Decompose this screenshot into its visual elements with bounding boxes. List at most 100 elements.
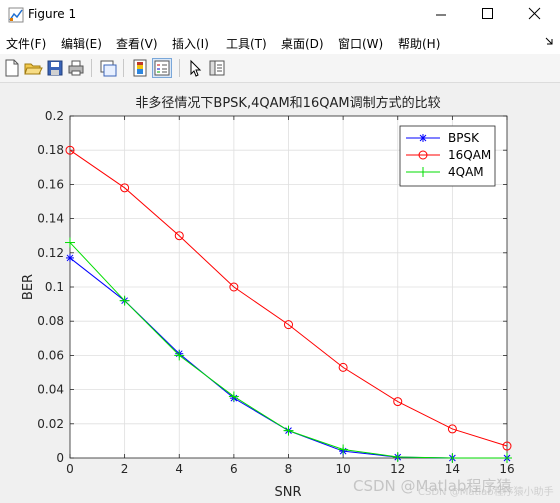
series-4qam	[65, 237, 512, 463]
watermark-shadow: CSDN @Matlab程序猿小助手	[418, 485, 554, 498]
matlab-figure-icon	[8, 7, 24, 23]
legend[interactable]: BPSK 16QAM 4QAM	[399, 125, 496, 187]
x-tick-label: 16	[499, 462, 514, 476]
legend-label-16qam: 16QAM	[448, 148, 491, 162]
colorbar-button[interactable]	[130, 58, 150, 78]
legend-marker-4qam	[418, 167, 428, 177]
y-tick-label: 0.02	[37, 417, 64, 431]
close-button[interactable]	[512, 0, 558, 30]
data-point-4qam	[338, 444, 349, 455]
pointer-icon	[190, 59, 202, 77]
x-tick-label: 6	[230, 462, 238, 476]
save-icon	[47, 60, 63, 76]
x-tick-label: 14	[445, 462, 460, 476]
legend-marker-16qam	[418, 150, 428, 160]
new-figure-icon	[5, 59, 19, 77]
window-title: Figure 1	[28, 7, 77, 21]
property-editor-button[interactable]	[207, 58, 227, 78]
y-tick-label: 0	[56, 451, 64, 465]
x-tick-label: 4	[175, 462, 183, 476]
x-tick-label: 0	[66, 462, 74, 476]
minimize-button[interactable]	[418, 0, 464, 30]
legend-button[interactable]	[152, 58, 172, 78]
legend-item-16qam: 16QAM	[406, 148, 491, 162]
legend-label-bpsk: BPSK	[448, 131, 480, 145]
toolbar-separator	[123, 59, 124, 77]
axis-ticks: 0 2 4 6 8 10 12 14 16 0 0.02 0.04 0.06 0.08 0.1 0.12 0.1…	[37, 109, 514, 476]
property-editor-icon	[209, 60, 225, 76]
data-point-4qam	[392, 451, 403, 462]
data-point-16qam	[174, 231, 184, 241]
link-plot-icon	[100, 60, 117, 77]
menu-view[interactable]: 查看(V)	[116, 37, 158, 51]
colorbar-icon	[133, 59, 147, 77]
legend-item-bpsk: BPSK	[406, 131, 480, 145]
data-point-4qam	[174, 350, 185, 361]
close-icon	[528, 7, 541, 20]
figure-canvas: 非多径情况下BPSK,4QAM和16QAM调制方式的比较 0 2 4 6 8 10 12 14…	[0, 83, 560, 503]
y-tick-label: 0.06	[37, 348, 64, 362]
print-button[interactable]	[66, 58, 86, 78]
legend-box	[399, 125, 496, 187]
open-file-button[interactable]	[23, 58, 43, 78]
y-tick-label: 0.1	[45, 280, 64, 294]
data-point-bpsk	[66, 253, 74, 262]
watermark: CSDN @Matlab程序猿	[353, 477, 511, 495]
legend-icon	[154, 60, 170, 76]
legend-item-4qam: 4QAM	[406, 165, 484, 179]
y-tick-label: 0.2	[45, 109, 64, 123]
legend-marker-bpsk	[419, 134, 427, 142]
data-point-16qam	[284, 320, 293, 330]
data-point-16qam	[502, 441, 512, 451]
menu-window[interactable]: 窗口(W)	[338, 37, 384, 51]
x-tick-label: 8	[285, 462, 293, 476]
y-tick-label: 0.14	[37, 212, 64, 226]
series-16qam	[65, 145, 512, 451]
y-tick-label: 0.18	[37, 143, 64, 157]
menu-bar: 文件(F) 编辑(E) 查看(V) 插入(I) 工具(T) 桌面(D) 窗口(W…	[0, 30, 560, 54]
toolbar-separator	[179, 59, 180, 77]
data-point-4qam	[65, 237, 75, 248]
data-point-4qam	[228, 391, 239, 402]
link-plot-button[interactable]	[98, 58, 118, 78]
data-point-16qam	[393, 397, 403, 407]
menu-help[interactable]: 帮助(H)	[398, 37, 441, 51]
pointer-button[interactable]	[185, 58, 205, 78]
maximize-icon	[482, 8, 493, 19]
data-point-16qam	[447, 424, 457, 434]
data-point-4qam	[502, 453, 512, 463]
y-tick-label: 0.08	[37, 314, 64, 328]
open-file-icon	[24, 63, 43, 75]
save-button[interactable]	[45, 58, 65, 78]
chart[interactable]: 非多径情况下BPSK,4QAM和16QAM调制方式的比较 0 2 4 6 8 10 12 14…	[0, 83, 560, 503]
y-axis-label: BER	[21, 274, 36, 300]
data-point-16qam	[65, 145, 75, 155]
y-tick-label: 0.04	[37, 383, 64, 397]
x-axis-label: SNR	[274, 485, 301, 500]
new-figure-button[interactable]	[2, 58, 22, 78]
data-point-4qam	[447, 453, 458, 463]
data-point-4qam	[119, 295, 130, 306]
minimize-icon	[436, 14, 446, 16]
menu-tools[interactable]: 工具(T)	[226, 37, 267, 51]
y-tick-label: 0.12	[37, 246, 64, 260]
data-point-16qam	[120, 183, 130, 193]
chart-title: 非多径情况下BPSK,4QAM和16QAM调制方式的比较	[135, 95, 440, 111]
data-point-4qam	[283, 425, 294, 436]
maximize-button[interactable]	[464, 0, 510, 30]
x-tick-label: 10	[335, 462, 350, 476]
menu-desktop[interactable]: 桌面(D)	[281, 37, 324, 51]
x-tick-label: 2	[121, 462, 129, 476]
y-tick-label: 0.16	[37, 177, 64, 191]
legend-label-4qam: 4QAM	[448, 165, 484, 179]
menu-edit[interactable]: 编辑(E)	[61, 37, 102, 51]
series-line-16qam	[69, 149, 508, 447]
window-titlebar: Figure 1	[0, 0, 560, 30]
menu-insert[interactable]: 插入(I)	[172, 37, 209, 51]
figure-toolbar	[0, 54, 560, 83]
dock-arrow-icon[interactable]	[544, 36, 554, 46]
data-point-16qam	[229, 282, 239, 292]
toolbar-separator	[91, 59, 92, 77]
menu-file[interactable]: 文件(F)	[6, 37, 47, 51]
print-icon	[68, 60, 84, 76]
